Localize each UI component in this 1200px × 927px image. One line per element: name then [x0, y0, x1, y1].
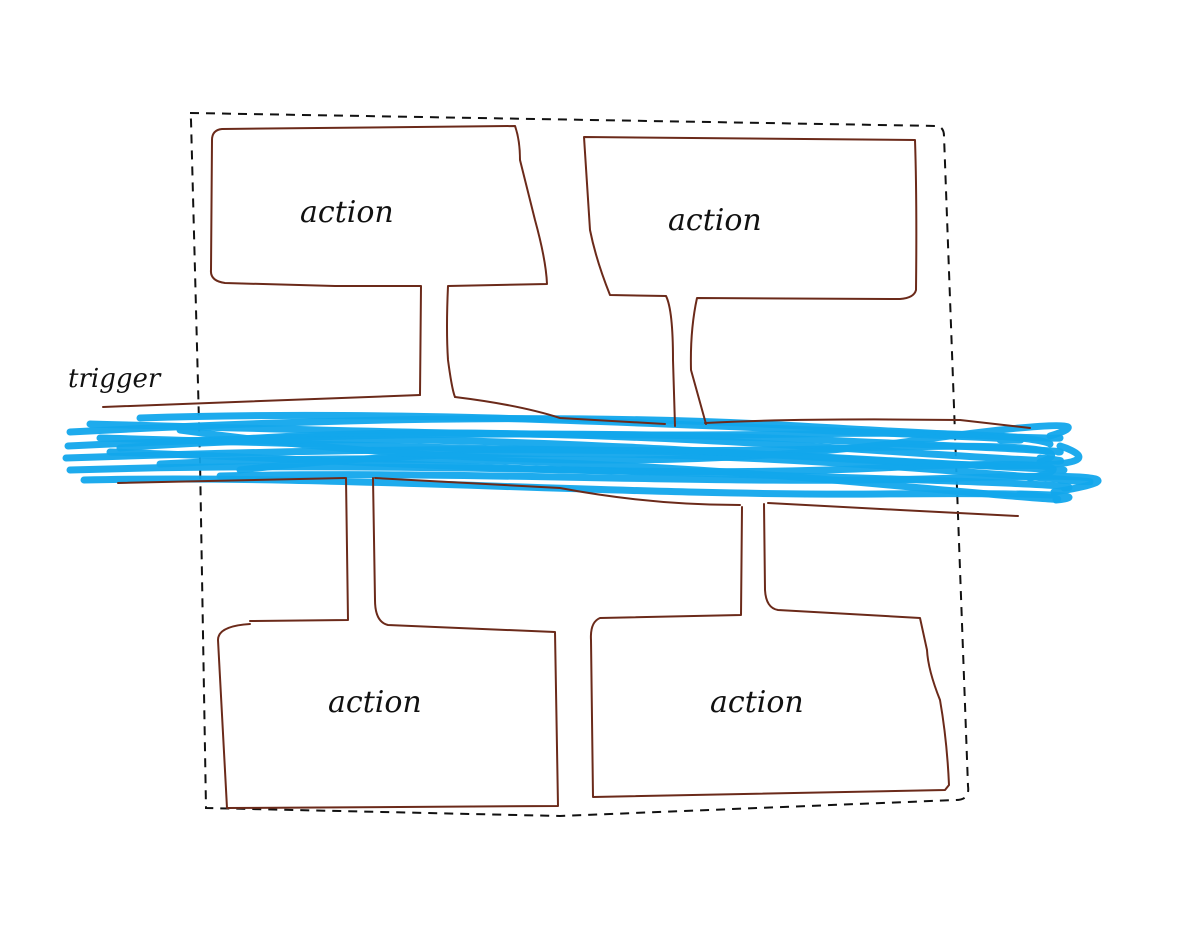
trigger-stream-stroke — [216, 471, 1102, 496]
trigger-label: trigger — [68, 364, 162, 394]
action-label-top-left: action — [300, 195, 394, 230]
trigger-stream-stroke — [136, 411, 1025, 444]
trigger-stream — [62, 411, 1102, 504]
trigger-stream-stroke — [116, 436, 1083, 470]
trigger-stream-stroke — [176, 422, 1072, 464]
trigger-channel-bottom-edge — [117, 477, 1019, 517]
action-label-bottom-left: action — [328, 685, 422, 720]
trigger-stream-stroke — [86, 420, 1054, 448]
trigger-channel-top-edge — [102, 394, 1031, 429]
action-box-bottom-left — [217, 477, 559, 809]
dashed-boundary — [188, 111, 970, 818]
action-label-top-right: action — [668, 203, 762, 238]
action-box-top-right — [583, 136, 918, 427]
action-box-bottom-right — [589, 503, 950, 798]
action-label-bottom-right: action — [710, 685, 804, 720]
action-box-top-left — [209, 125, 548, 398]
